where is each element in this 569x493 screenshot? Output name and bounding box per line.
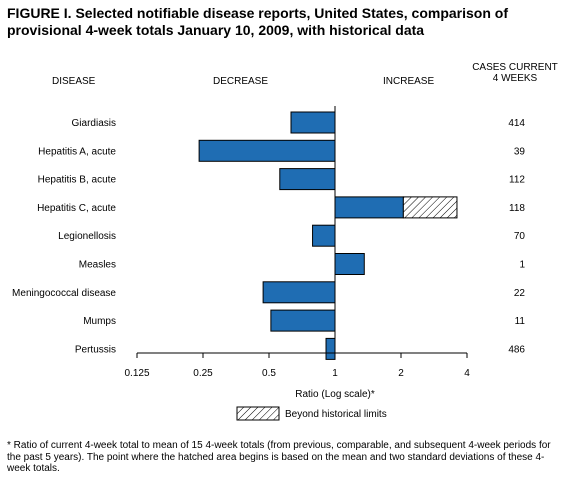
x-axis: 0.125 0.25 0.5 1 2 4 Ratio (Log scale)* bbox=[124, 106, 470, 400]
header-increase: INCREASE bbox=[383, 76, 435, 87]
x-tick-label: 0.5 bbox=[262, 368, 276, 379]
cases-giardiasis: 414 bbox=[508, 118, 525, 129]
cases-pertussis: 486 bbox=[508, 344, 525, 355]
legend: Beyond historical limits bbox=[236, 406, 387, 421]
bar-pertussis bbox=[325, 337, 336, 360]
bar-measles bbox=[334, 253, 365, 275]
header-decrease: DECREASE bbox=[213, 76, 269, 87]
x-tick-label: 1 bbox=[332, 368, 338, 379]
legend-label: Beyond historical limits bbox=[285, 409, 387, 420]
category-label-hepatitis-c-acute: Hepatitis C, acute bbox=[37, 203, 116, 214]
category-label-pertussis: Pertussis bbox=[75, 344, 116, 355]
x-tick-label: 4 bbox=[464, 368, 470, 379]
bar-mumps bbox=[270, 309, 336, 332]
x-tick-label: 0.25 bbox=[193, 368, 213, 379]
x-tick-label: 2 bbox=[398, 368, 404, 379]
bars-layer bbox=[198, 111, 458, 360]
category-label-giardiasis: Giardiasis bbox=[72, 118, 116, 129]
bar-legionellosis bbox=[312, 224, 336, 247]
category-label-meningococcal-disease: Meningococcal disease bbox=[12, 288, 116, 299]
category-label-measles: Measles bbox=[79, 260, 116, 271]
cases-hepatitis-c-acute: 118 bbox=[509, 203, 525, 214]
labels-layer: Giardiasis 414 Hepatitis A, acute 39 Hepatit… bbox=[12, 118, 525, 355]
cases-hepatitis-b-acute: 112 bbox=[509, 175, 525, 186]
category-label-hepatitis-a-acute: Hepatitis A, acute bbox=[38, 146, 116, 157]
cases-mumps: 11 bbox=[515, 316, 526, 327]
category-label-legionellosis: Legionellosis bbox=[58, 231, 116, 242]
bar-giardiasis bbox=[290, 111, 336, 134]
header-cases-line1: CASES CURRENT bbox=[472, 62, 558, 73]
figure-title: FIGURE I. Selected notifiable disease re… bbox=[7, 5, 509, 38]
legend-hatch-swatch bbox=[236, 406, 280, 421]
header-cases-line2: 4 WEEKS bbox=[492, 73, 538, 84]
cases-meningococcal-disease: 22 bbox=[514, 288, 526, 299]
x-axis-label: Ratio (Log scale)* bbox=[295, 389, 375, 400]
category-label-hepatitis-b-acute: Hepatitis B, acute bbox=[38, 175, 117, 186]
category-label-mumps: Mumps bbox=[83, 316, 116, 327]
bar-meningococcal-disease bbox=[262, 281, 336, 304]
bar-hatch-hepatitis-c-acute bbox=[402, 196, 458, 219]
x-tick-label: 0.125 bbox=[124, 368, 149, 379]
header-cases: CASES CURRENT 4 WEEKS bbox=[470, 62, 560, 84]
disease-ratio-chart: Giardiasis 414 Hepatitis A, acute 39 Hepatit… bbox=[12, 106, 525, 421]
cases-hepatitis-a-acute: 39 bbox=[514, 146, 526, 157]
cases-measles: 1 bbox=[519, 260, 525, 271]
bar-hepatitis-c-acute bbox=[334, 196, 404, 219]
footnote: * Ratio of current 4-week total to mean … bbox=[7, 440, 551, 474]
cases-legionellosis: 70 bbox=[514, 231, 526, 242]
header-disease: DISEASE bbox=[52, 76, 96, 87]
bar-hepatitis-b-acute bbox=[279, 168, 336, 191]
bar-hepatitis-a-acute bbox=[198, 139, 336, 162]
